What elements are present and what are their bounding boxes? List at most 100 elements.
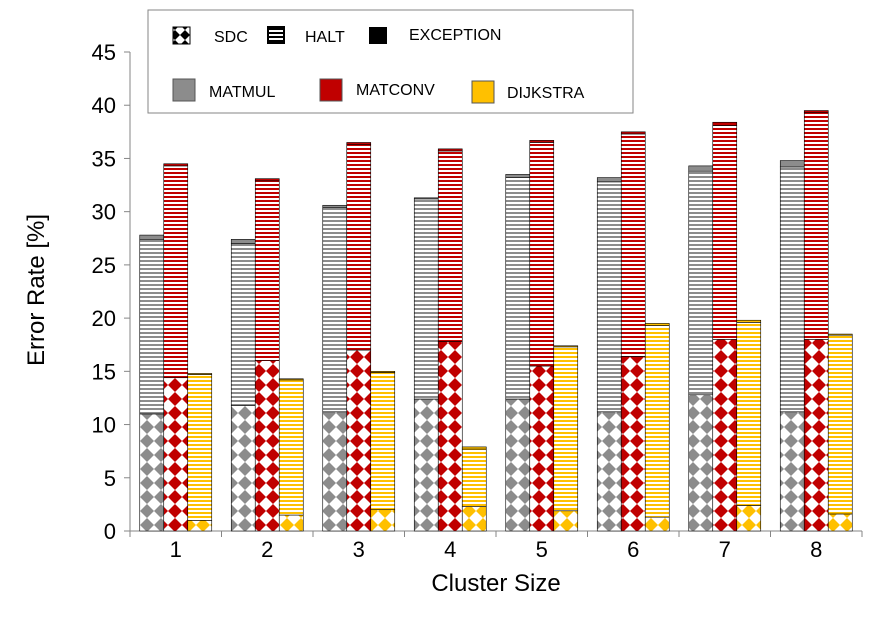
bar-halt-matconv	[254, 180, 280, 361]
bar-group	[230, 178, 304, 532]
bar-exception-matmul	[230, 239, 256, 244]
bar-group	[596, 131, 670, 532]
bar-sdc-matconv	[163, 377, 189, 532]
x-tick-label: 2	[261, 537, 273, 562]
y-tick-label: 40	[92, 93, 116, 118]
bar-exception-matmul	[505, 174, 531, 178]
y-axis-title: Error Rate [%]	[23, 214, 50, 366]
bar-exception-matmul	[139, 234, 165, 240]
x-axis-title: Cluster Size	[431, 570, 560, 597]
legend-label-matconv: MATCONV	[356, 82, 435, 99]
legend-label-matmul: MATMUL	[209, 84, 275, 101]
bar-halt-matconv	[620, 133, 646, 357]
bar-sdc-dijkstra	[278, 514, 304, 532]
bar-sdc-matmul	[139, 413, 165, 532]
bar-sdc-dijkstra	[644, 516, 670, 532]
bar-group	[322, 142, 396, 532]
bar-halt-matmul	[322, 207, 348, 413]
x-axis-ticks: 1 2 3 4 5 6 7 8	[129, 531, 863, 562]
legend-label-dijkstra: DIJKSTRA	[507, 85, 585, 102]
bar-sdc-dijkstra	[370, 509, 396, 532]
bar-sdc-matconv	[620, 356, 646, 532]
bar-group	[413, 148, 487, 532]
legend-label-sdc: SDC	[214, 29, 248, 46]
bar-halt-matmul	[230, 243, 256, 406]
legend-swatch-matconv	[319, 78, 343, 102]
bar-halt-dijkstra	[553, 346, 579, 512]
legend-swatch-sdc	[172, 26, 191, 45]
bar-halt-dijkstra	[370, 372, 396, 511]
bar-halt-matmul	[505, 177, 531, 400]
legend-label-exception: EXCEPTION	[409, 27, 501, 44]
legend-label-halt: HALT	[305, 29, 345, 46]
bar-sdc-matmul	[322, 411, 348, 532]
bar-halt-dijkstra	[827, 334, 853, 515]
bar-group	[779, 110, 853, 532]
legend-swatch-exception	[369, 27, 387, 44]
x-tick-label: 5	[536, 537, 548, 562]
bar-sdc-dijkstra	[553, 510, 579, 532]
bar-exception-dijkstra	[827, 333, 853, 336]
y-tick-label: 5	[104, 466, 116, 491]
bar-sdc-matconv	[346, 349, 372, 532]
bar-exception-dijkstra	[461, 446, 487, 450]
bar-exception-dijkstra	[187, 373, 213, 375]
bar-exception-dijkstra	[644, 323, 670, 326]
bar-exception-matmul	[779, 160, 805, 168]
bar-sdc-matconv	[712, 339, 738, 532]
legend-swatch-matmul	[172, 78, 196, 102]
bar-exception-matconv	[712, 121, 738, 126]
y-tick-label: 10	[92, 413, 116, 438]
x-tick-label: 8	[810, 537, 822, 562]
legend-swatch-halt	[267, 26, 285, 44]
bar-exception-matconv	[620, 131, 646, 135]
bar-halt-matmul	[413, 198, 439, 400]
bar-halt-dijkstra	[461, 448, 487, 507]
bar-exception-dijkstra	[736, 319, 762, 323]
y-tick-label: 35	[92, 146, 116, 171]
bar-exception-matconv	[346, 142, 372, 145]
x-tick-label: 6	[627, 537, 639, 562]
bar-exception-matconv	[254, 178, 280, 182]
legend: SDC HALT EXCEPTION MATMUL MATCONV DIJKST…	[147, 9, 634, 114]
bar-exception-matmul	[596, 177, 622, 183]
legend-swatch-dijkstra	[471, 80, 495, 104]
bar-halt-dijkstra	[644, 325, 670, 518]
bar-sdc-matmul	[596, 411, 622, 532]
y-tick-label: 45	[92, 40, 116, 65]
bar-halt-matconv	[346, 144, 372, 351]
bar-exception-matconv	[437, 148, 463, 152]
bar-sdc-dijkstra	[736, 505, 762, 532]
bar-exception-dijkstra	[553, 345, 579, 348]
bar-sdc-dijkstra	[187, 520, 213, 532]
bar-halt-matmul	[596, 181, 622, 413]
bar-exception-matmul	[413, 197, 439, 200]
bar-halt-matconv	[163, 165, 189, 379]
bar-group	[505, 140, 579, 532]
bar-group	[688, 121, 762, 532]
y-axis-ticks: 0 5 10 15 20 25 30 35 40 45	[92, 40, 130, 544]
bar-sdc-dijkstra	[461, 506, 487, 532]
bar-halt-dijkstra	[187, 374, 213, 521]
bar-group	[139, 163, 213, 532]
bar-halt-dijkstra	[736, 322, 762, 506]
bar-sdc-matconv	[803, 339, 829, 532]
bar-halt-matmul	[688, 170, 714, 396]
bar-sdc-matmul	[230, 405, 256, 532]
bar-exception-matconv	[529, 140, 555, 143]
x-tick-label: 3	[353, 537, 365, 562]
y-tick-label: 15	[92, 359, 116, 384]
bar-sdc-matconv	[437, 341, 463, 532]
bar-halt-matconv	[529, 142, 555, 367]
bar-sdc-matmul	[413, 398, 439, 532]
bar-exception-matconv	[803, 110, 829, 113]
bar-sdc-matmul	[688, 394, 714, 532]
x-tick-label: 4	[444, 537, 456, 562]
bar-halt-dijkstra	[278, 379, 304, 516]
bar-halt-matmul	[779, 166, 805, 413]
bar-sdc-matconv	[529, 365, 555, 532]
bar-halt-matconv	[437, 150, 463, 342]
x-tick-label: 1	[170, 537, 182, 562]
legend-box	[147, 9, 634, 114]
